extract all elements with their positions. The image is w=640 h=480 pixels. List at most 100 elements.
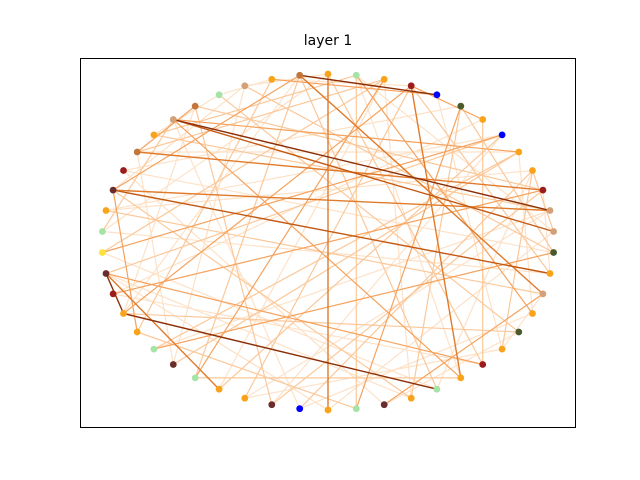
graph-edge: [271, 189, 544, 406]
graph-edge: [327, 73, 484, 365]
graph-edge: [355, 105, 462, 409]
graph-edge: [123, 105, 461, 172]
graph-node: [539, 290, 547, 298]
graph-edge: [194, 75, 301, 379]
graph-edge: [136, 105, 196, 153]
graph-node: [268, 75, 276, 83]
graph-edge: [383, 79, 412, 399]
graph-node: [433, 91, 441, 99]
graph-node: [191, 374, 199, 382]
plot-frame: [80, 58, 576, 428]
graph-node: [457, 374, 465, 382]
graph-node: [268, 401, 276, 409]
graph-edge: [112, 189, 138, 333]
graph-edge: [355, 74, 533, 314]
graph-node: [407, 82, 415, 90]
graph-node: [380, 75, 388, 83]
graph-edge: [105, 134, 503, 275]
graph-node: [352, 71, 360, 79]
graph-edge: [123, 85, 412, 314]
graph-edge: [102, 134, 503, 254]
graph-edge: [173, 118, 551, 212]
graph-edge: [299, 170, 533, 410]
graph-edge: [172, 85, 246, 365]
graph-node: [479, 116, 487, 123]
graph-edge: [271, 78, 437, 96]
graph-node: [457, 102, 465, 110]
graph-node: [102, 207, 110, 214]
graph-edge: [410, 85, 551, 274]
graph-node: [296, 71, 304, 79]
graph-edge: [218, 134, 503, 390]
graph-edge: [137, 151, 543, 191]
graph-edge: [271, 78, 412, 87]
graph-node: [133, 328, 141, 336]
graph-edge: [383, 331, 520, 406]
graph-node: [109, 186, 117, 194]
graph-edge: [153, 74, 357, 136]
graph-edge: [194, 105, 273, 405]
graph-node: [407, 394, 415, 402]
graph-node: [120, 167, 127, 174]
graph-edge: [299, 74, 544, 295]
graph-node: [150, 345, 158, 353]
graph-node: [296, 405, 304, 413]
graph-edge: [195, 105, 544, 191]
graph-node: [380, 401, 388, 409]
graph-edge: [112, 74, 301, 191]
graph-edge: [531, 170, 555, 232]
graph-node: [169, 116, 177, 123]
graph-edge: [112, 189, 412, 399]
graph-node: [352, 405, 360, 413]
graph-node: [109, 290, 117, 298]
graph-edge: [244, 73, 329, 87]
graph-node: [120, 310, 127, 317]
graph-node: [550, 228, 557, 235]
chart-title: layer 1: [303, 33, 353, 49]
graph-node: [191, 102, 199, 110]
graph-edge: [172, 151, 520, 366]
graph-edge: [383, 293, 544, 406]
graph-edge: [112, 189, 551, 275]
graph-edge: [173, 118, 519, 153]
graph-node: [133, 148, 141, 156]
graph-edge: [271, 134, 503, 406]
graph-edge: [153, 151, 520, 350]
graph-node: [102, 270, 110, 277]
graph-node: [546, 270, 554, 277]
graph-edge: [153, 94, 220, 136]
graph-node: [215, 91, 223, 99]
graph-node: [241, 82, 249, 90]
graph-edge: [105, 134, 503, 212]
graph-edge: [501, 293, 544, 350]
graph-node: [515, 148, 523, 156]
graph-edge: [136, 79, 273, 333]
graph-edge: [172, 119, 462, 379]
graph-node: [529, 310, 536, 317]
graph-node: [99, 249, 106, 256]
graph-node: [99, 228, 106, 235]
graph-edge: [194, 78, 385, 379]
graph-node: [241, 394, 249, 402]
graph-edge: [460, 105, 555, 253]
graph-edge: [105, 272, 329, 411]
graph-node: [169, 361, 177, 368]
graph-node: [324, 70, 332, 78]
graph-edge: [105, 209, 544, 295]
edge-layer: [101, 73, 555, 411]
graph-node: [550, 249, 557, 256]
graph-node: [498, 131, 506, 139]
graph-edge: [436, 94, 503, 350]
graph-node: [433, 385, 441, 393]
graph-edge: [244, 85, 554, 254]
graph-edge: [410, 85, 483, 121]
graph-node: [479, 361, 487, 368]
graph-edge: [173, 118, 554, 233]
graph-edge: [113, 189, 551, 212]
graph-edge: [123, 312, 438, 390]
graph-node: [150, 131, 158, 139]
graph-node: [529, 167, 536, 174]
graph-edge: [105, 272, 483, 366]
graph-edge: [299, 74, 437, 96]
